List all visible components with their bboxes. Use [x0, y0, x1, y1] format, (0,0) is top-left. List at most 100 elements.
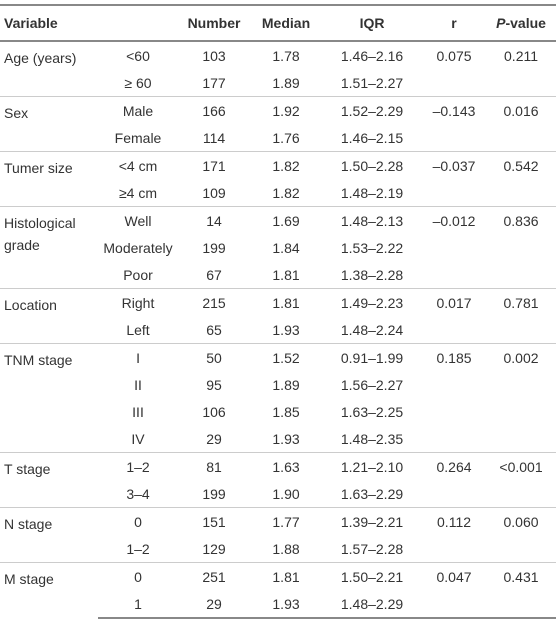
empty-cell	[422, 425, 486, 453]
subgroup: 1	[98, 590, 179, 619]
number: 50	[178, 343, 251, 371]
table-body: Age (years) <60 103 1.78 1.46–2.16 0.075 0.211…	[0, 41, 556, 619]
header-cell: P-value	[486, 4, 556, 42]
empty-cell	[422, 371, 486, 398]
subgroup: 1–2	[126, 540, 150, 557]
median: 1.81	[272, 266, 300, 283]
r-value: 0.017	[422, 288, 487, 316]
table-row: III 106 1.85 1.63–2.25	[0, 398, 556, 425]
empty-cell	[422, 179, 486, 207]
group-label: Histological grade	[0, 206, 98, 289]
number: 81	[178, 452, 251, 480]
empty-cell	[422, 124, 486, 152]
iqr: 1.52–2.29	[322, 96, 423, 124]
number: 151	[178, 507, 251, 535]
median: 1.52	[250, 343, 323, 371]
subgroup: 3–4	[126, 485, 150, 502]
empty-cell	[422, 535, 486, 563]
median: 1.90	[272, 485, 300, 502]
iqr: 0.91–1.99	[322, 343, 423, 371]
table-header: Variable Number Median IQR r P-value	[0, 4, 556, 42]
iqr: 1.48–2.13	[322, 206, 423, 234]
median: 1.85	[272, 403, 300, 420]
median: 1.93	[272, 321, 300, 338]
table: Variable Number Median IQR r P-value Age (yea…	[0, 4, 556, 619]
subgroup: <60	[126, 47, 150, 64]
empty-cell	[486, 480, 556, 508]
empty-cell	[486, 234, 556, 261]
median: 1.93	[272, 430, 300, 447]
median: 1.92	[250, 96, 323, 124]
subgroup: ≥ 60	[124, 74, 152, 91]
subgroup: Male	[98, 96, 179, 124]
subgroup: Poor	[123, 266, 153, 283]
table-row: Age (years) <60 103 1.78 1.46–2.16 0.075 0.211	[0, 41, 556, 69]
p-value: 0.542	[486, 151, 556, 179]
page: Variable Number Median IQR r P-value Age (yea…	[0, 4, 556, 619]
table-row: 1–2 129 1.88 1.57–2.28	[0, 535, 556, 563]
r-value: –0.012	[422, 206, 487, 234]
subgroup: Right	[98, 288, 179, 316]
iqr: 1.38–2.28	[340, 266, 404, 283]
header-row: Variable Number Median IQR r P-value	[0, 4, 556, 42]
table-row: 3–4 199 1.90 1.63–2.29	[0, 480, 556, 508]
table-row: Histological grade Well 14 1.69 1.48–2.13 –0.…	[0, 206, 556, 289]
subgroup: 0	[98, 507, 179, 535]
r-value: 0.185	[422, 343, 487, 371]
table-row: ≥ 60 177 1.89 1.51–2.27	[0, 69, 556, 97]
number: 109	[202, 184, 226, 201]
subgroup: III	[132, 403, 144, 420]
number: 177	[202, 74, 226, 91]
header-cell: IQR	[322, 4, 423, 42]
table-row: N stage 0 151 1.77 1.39–2.21 0.112 0.060	[0, 507, 556, 563]
median: 1.84	[272, 239, 300, 256]
group-label: Location	[0, 288, 98, 344]
number: 114	[202, 129, 226, 146]
median: 1.93	[250, 590, 323, 619]
empty-cell	[486, 179, 556, 207]
p-value: 0.060	[486, 507, 556, 535]
empty-cell	[422, 316, 486, 344]
median: 1.77	[250, 507, 323, 535]
table-row: II 95 1.89 1.56–2.27	[0, 371, 556, 398]
number: 166	[178, 96, 251, 124]
group-label: Tumer size	[0, 151, 98, 207]
median: 1.89	[272, 74, 300, 91]
header-cell: Variable	[0, 4, 179, 42]
iqr: 1.39–2.21	[322, 507, 423, 535]
empty-cell	[422, 398, 486, 425]
iqr: 1.46–2.16	[340, 47, 404, 64]
r-value: 0.047	[422, 562, 487, 590]
subgroup: II	[134, 376, 142, 393]
group-label: N stage	[0, 507, 98, 563]
group-label: TNM stage	[0, 343, 98, 453]
table-row: Sex Male 166 1.92 1.52–2.29 –0.143 0.016	[0, 96, 556, 152]
number: 65	[206, 321, 222, 338]
table-row: Tumer size <4 cm 171 1.82 1.50–2.28 –0.037 0.5…	[0, 151, 556, 207]
table-row: T stage 1–2 81 1.63 1.21–2.10 0.264 <0.001	[0, 452, 556, 508]
median: 1.81	[250, 288, 323, 316]
number: 95	[206, 376, 222, 393]
empty-cell	[486, 371, 556, 398]
r-value: 0.075	[436, 47, 472, 64]
table-row: ≥4 cm 109 1.82 1.48–2.19	[0, 179, 556, 207]
empty-cell	[486, 69, 556, 97]
group-label: M stage	[0, 562, 98, 618]
iqr: 1.48–2.29	[322, 590, 423, 619]
empty-cell	[486, 316, 556, 344]
table-row: M stage 0 251 1.81 1.50–2.21 0.047 0.431	[0, 562, 556, 618]
empty-cell	[486, 425, 556, 453]
number: 29	[206, 430, 222, 447]
median: 1.69	[250, 206, 323, 234]
empty-cell	[422, 590, 487, 619]
p-value: 0.431	[486, 562, 556, 590]
iqr: 1.49–2.23	[322, 288, 423, 316]
empty-cell	[486, 124, 556, 152]
iqr: 1.53–2.22	[340, 239, 404, 256]
table-row: Female 114 1.76 1.46–2.15	[0, 124, 556, 152]
table-row: Location Right 215 1.81 1.49–2.23 0.017 0.781	[0, 288, 556, 344]
empty-cell	[422, 480, 486, 508]
subgroup: <4 cm	[98, 151, 179, 179]
iqr: 1.50–2.28	[322, 151, 423, 179]
empty-cell	[422, 234, 486, 261]
